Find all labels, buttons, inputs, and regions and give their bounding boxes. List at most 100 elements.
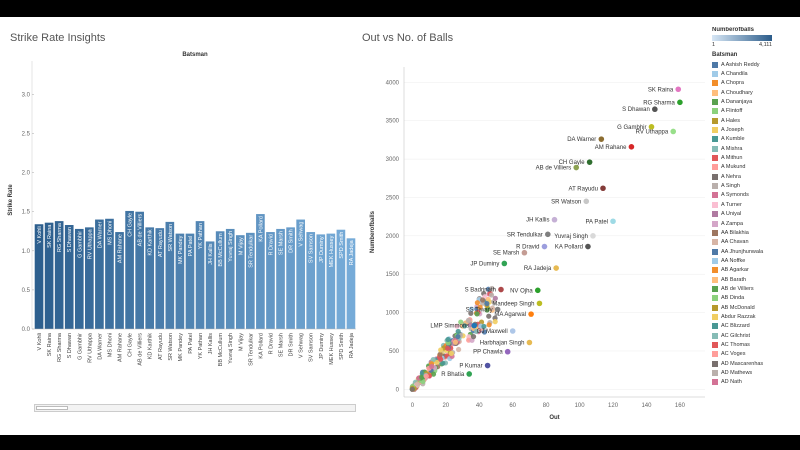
scatter-point[interactable] — [477, 304, 483, 310]
legend-item[interactable]: AD Nath — [712, 378, 800, 387]
legend-item[interactable]: A Mukund — [712, 163, 800, 172]
scatter-labeled-point[interactable] — [573, 164, 580, 171]
scatter-point[interactable] — [473, 328, 480, 334]
bar[interactable] — [85, 227, 94, 329]
scatter-point[interactable] — [429, 363, 435, 370]
legend-item[interactable]: AA Bilakhia — [712, 228, 800, 237]
scatter-labeled-point[interactable] — [536, 300, 543, 307]
scatter-labeled-point[interactable] — [526, 339, 533, 346]
legend-item[interactable]: AA Noffke — [712, 256, 800, 265]
bar[interactable] — [316, 234, 326, 329]
legend-item[interactable]: A Chopra — [712, 79, 800, 88]
scatter-point[interactable] — [434, 359, 440, 365]
legend-item[interactable]: AC Thomas — [712, 340, 800, 349]
bar[interactable] — [145, 227, 155, 329]
bar[interactable] — [346, 238, 356, 329]
legend-item[interactable]: A Ashish Reddy — [712, 60, 800, 69]
scatter-point[interactable] — [455, 328, 461, 335]
scatter-labeled-point[interactable] — [484, 362, 491, 369]
scatter-labeled-point[interactable] — [585, 243, 591, 250]
scatter-labeled-point[interactable] — [528, 311, 534, 317]
scatter-point[interactable] — [414, 381, 421, 387]
scatter-point[interactable] — [481, 323, 487, 330]
legend-item[interactable]: A Hales — [712, 116, 800, 125]
scatter-labeled-point[interactable] — [648, 124, 655, 130]
bar[interactable] — [115, 232, 124, 329]
scatter-labeled-point[interactable] — [583, 198, 590, 205]
legend-item[interactable]: AB Agarkar — [712, 266, 800, 275]
bar[interactable] — [336, 229, 346, 329]
scatter-point[interactable] — [444, 345, 451, 351]
legend-item[interactable]: AB Barath — [712, 275, 800, 284]
scatter-point[interactable] — [488, 292, 495, 298]
bar[interactable] — [54, 221, 64, 329]
scatter-point[interactable] — [462, 323, 468, 329]
scatter-labeled-point[interactable] — [534, 287, 541, 294]
scatter-point[interactable] — [468, 310, 474, 316]
scatter-point[interactable] — [489, 305, 496, 311]
scatter-point[interactable] — [419, 374, 425, 380]
bar[interactable] — [175, 233, 185, 329]
scatter-point[interactable] — [437, 351, 443, 357]
scatter-point[interactable] — [455, 333, 461, 340]
scatter-point[interactable] — [474, 311, 480, 317]
horizontal-scrollbar[interactable] — [34, 404, 356, 412]
scatter-labeled-point[interactable] — [586, 159, 593, 165]
scatter-point[interactable] — [474, 300, 481, 306]
legend-item[interactable]: AC Voges — [712, 350, 800, 359]
legend-item[interactable]: A Dananjaya — [712, 97, 800, 106]
scrollbar-thumb[interactable] — [36, 406, 68, 410]
scatter-point[interactable] — [489, 285, 495, 292]
bar[interactable] — [74, 228, 84, 329]
bar[interactable] — [235, 235, 245, 329]
bar[interactable] — [256, 214, 265, 329]
scatter-labeled-point[interactable] — [501, 260, 508, 267]
scatter-labeled-point[interactable] — [545, 231, 551, 238]
scatter-labeled-point[interactable] — [504, 348, 511, 355]
bar[interactable] — [276, 228, 285, 329]
scatter-point[interactable] — [437, 356, 444, 362]
scatter-labeled-point[interactable] — [652, 106, 658, 113]
bar[interactable] — [135, 211, 144, 329]
legend-item[interactable]: A Chandila — [712, 69, 800, 78]
bar[interactable] — [205, 241, 215, 329]
legend-item[interactable]: A Choudhary — [712, 88, 800, 97]
bar[interactable] — [296, 219, 305, 329]
legend-item[interactable]: AD Mascarenhas — [712, 359, 800, 368]
bar[interactable] — [215, 231, 225, 329]
legend-item[interactable]: AA Chavan — [712, 238, 800, 247]
scatter-labeled-point[interactable] — [553, 265, 559, 271]
legend-item[interactable]: A Symonds — [712, 191, 800, 200]
legend-item[interactable]: A Turner — [712, 200, 800, 209]
scatter-labeled-point[interactable] — [598, 136, 605, 142]
bar[interactable] — [306, 232, 316, 329]
scatter-labeled-point[interactable] — [509, 328, 516, 334]
scatter-labeled-point[interactable] — [541, 243, 548, 250]
bar[interactable] — [165, 221, 175, 329]
scatter-point[interactable] — [438, 347, 444, 353]
scatter-labeled-point[interactable] — [610, 218, 616, 225]
bar[interactable] — [44, 222, 54, 329]
scatter-point[interactable] — [492, 295, 498, 301]
legend-item[interactable]: A Mishra — [712, 144, 800, 153]
scatter-point[interactable] — [452, 339, 459, 345]
scatter-point[interactable] — [486, 322, 492, 328]
scatter-labeled-point[interactable] — [670, 128, 677, 135]
legend-item[interactable]: AB Dinda — [712, 294, 800, 303]
scatter-point[interactable] — [486, 313, 492, 319]
scatter-labeled-point[interactable] — [466, 371, 473, 377]
scatter-labeled-point[interactable] — [677, 99, 683, 106]
bar[interactable] — [225, 228, 235, 329]
scatter-point[interactable] — [454, 323, 460, 329]
legend-item[interactable]: AB de Villiers — [712, 284, 800, 293]
legend-item[interactable]: AA Jhunjhunwala — [712, 247, 800, 256]
scatter-point[interactable] — [470, 334, 477, 340]
scatter-point[interactable] — [484, 300, 490, 307]
bar[interactable] — [326, 233, 336, 329]
scatter-point[interactable] — [448, 350, 454, 357]
legend-item[interactable]: A Uniyal — [712, 210, 800, 219]
bar[interactable] — [34, 224, 44, 329]
legend-item[interactable]: Abdur Razzak — [712, 312, 800, 321]
legend-item[interactable]: AB McDonald — [712, 303, 800, 312]
scatter-point[interactable] — [480, 297, 486, 303]
